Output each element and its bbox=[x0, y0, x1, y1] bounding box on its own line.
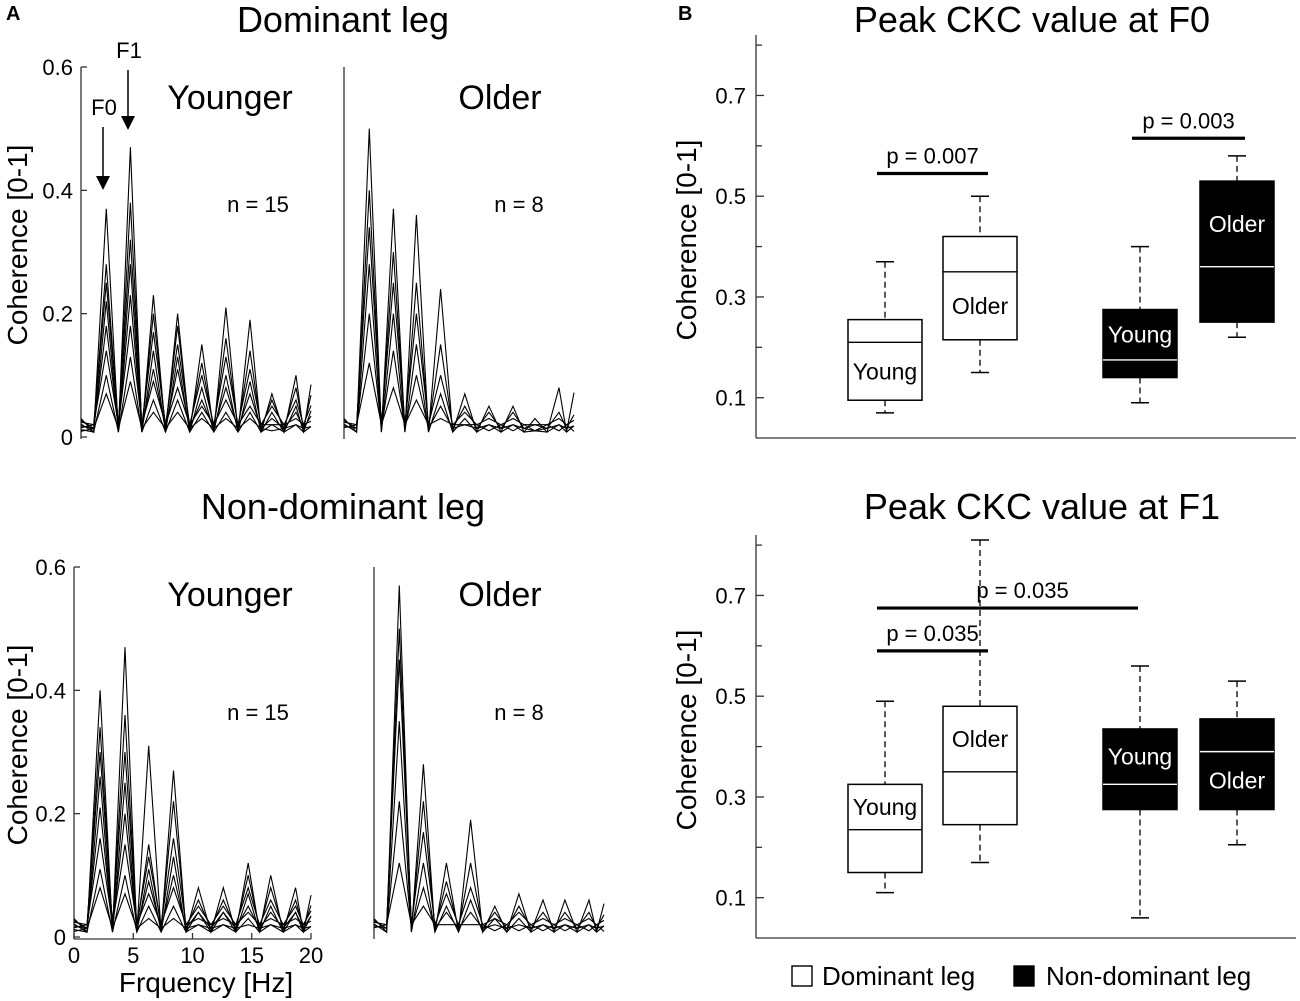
f0-y-tick-label: 0.5 bbox=[715, 184, 746, 209]
f0-y-tick-label: 0.7 bbox=[715, 83, 746, 108]
non-dominant-y-axis-label: Coherence [0-1] bbox=[2, 645, 33, 846]
dominant-younger-coherence-trace bbox=[80, 239, 312, 427]
non-dominant-younger-x-tick-label: 20 bbox=[299, 943, 323, 968]
non-dominant-younger-label: Younger bbox=[167, 576, 292, 614]
dominant-older-coherence-trace bbox=[343, 264, 575, 434]
f1-dominant-leg-young-label: Young bbox=[853, 794, 917, 820]
non-dominant-older-coherence-trace bbox=[373, 585, 605, 935]
f0-arrow-head bbox=[96, 176, 110, 190]
f0-non-dominant-leg-older-label: Older bbox=[1209, 211, 1266, 237]
non-dominant-older-label: Older bbox=[458, 576, 541, 614]
f1-p-value: p = 0.035 bbox=[976, 578, 1068, 603]
non-dominant-younger-coherence-trace bbox=[73, 885, 312, 933]
non-dominant-younger-coherence-trace bbox=[73, 751, 312, 927]
non-dominant-younger-x-tick-label: 15 bbox=[240, 943, 264, 968]
f0-p-value: p = 0.003 bbox=[1142, 108, 1234, 133]
dominant-younger-y-tick-label: 0.2 bbox=[42, 302, 73, 327]
dominant-older-label: Older bbox=[458, 79, 541, 117]
dominant-younger-y-tick-label: 0.6 bbox=[42, 55, 73, 80]
f0-y-axis-label: Coherence [0-1] bbox=[671, 140, 702, 341]
non-dominant-leg-title: Non-dominant leg bbox=[201, 486, 485, 527]
non-dominant-younger-y-tick-label: 0 bbox=[54, 925, 66, 950]
non-dominant-younger-x-tick-label: 0 bbox=[68, 943, 80, 968]
f0-dominant-leg-older-box bbox=[942, 235, 1018, 341]
f1-p-value: p = 0.035 bbox=[886, 621, 978, 646]
f1-non-dominant-leg-older-box bbox=[1199, 718, 1275, 811]
legend-non-dominant-swatch bbox=[1013, 965, 1035, 987]
non-dominant-younger-coherence-trace bbox=[73, 838, 312, 929]
f0-p-value: p = 0.007 bbox=[886, 144, 978, 169]
f1-y-tick-label: 0.5 bbox=[715, 684, 746, 709]
non-dominant-younger-n: n = 15 bbox=[227, 700, 289, 725]
frequency-axis-label: Frquency [Hz] bbox=[119, 967, 293, 998]
dominant-older-coherence-trace bbox=[343, 362, 575, 432]
f1-y-axis-label: Coherence [0-1] bbox=[671, 630, 702, 831]
f0-dominant-leg-young-label: Young bbox=[853, 358, 917, 384]
f1-label: F1 bbox=[116, 38, 142, 63]
dominant-younger-n: n = 15 bbox=[227, 192, 289, 217]
dominant-y-axis-label: Coherence [0-1] bbox=[2, 145, 33, 346]
f1-dominant-leg-older-box bbox=[942, 705, 1018, 826]
non-dominant-younger-x-tick-label: 5 bbox=[127, 943, 139, 968]
f0-box-title: Peak CKC value at F0 bbox=[854, 0, 1210, 40]
f1-non-dominant-leg-young-box bbox=[1102, 728, 1178, 811]
f0-y-tick-label: 0.1 bbox=[715, 386, 746, 411]
f1-dominant-leg-young-box bbox=[847, 783, 923, 874]
f0-non-dominant-leg-young-label: Young bbox=[1108, 322, 1172, 348]
f0-non-dominant-leg-young-box bbox=[1102, 308, 1178, 379]
dominant-younger-y-tick-label: 0.4 bbox=[42, 178, 73, 203]
f1-non-dominant-leg-young-label: Young bbox=[1108, 744, 1172, 770]
non-dominant-younger-coherence-trace bbox=[73, 714, 312, 931]
f0-dominant-leg-older-label: Older bbox=[952, 293, 1009, 319]
f0-label: F0 bbox=[91, 95, 117, 120]
dominant-younger-coherence-trace bbox=[80, 325, 312, 429]
dominant-older-n: n = 8 bbox=[494, 192, 544, 217]
non-dominant-younger-y-tick-label: 0.2 bbox=[35, 802, 66, 827]
non-dominant-older-n: n = 8 bbox=[494, 700, 544, 725]
f1-non-dominant-leg-older-label: Older bbox=[1209, 768, 1266, 794]
f1-box-title: Peak CKC value at F1 bbox=[864, 486, 1220, 527]
dominant-younger-y-tick-label: 0 bbox=[61, 425, 73, 450]
f1-y-tick-label: 0.1 bbox=[715, 886, 746, 911]
f0-y-tick-label: 0.3 bbox=[715, 285, 746, 310]
f1-y-tick-label: 0.7 bbox=[715, 583, 746, 608]
f1-dominant-leg-older-label: Older bbox=[952, 726, 1009, 752]
legend-non-dominant-label: Non-dominant leg bbox=[1046, 961, 1251, 991]
non-dominant-older-coherence-trace bbox=[373, 862, 605, 932]
dominant-younger-label: Younger bbox=[167, 79, 292, 117]
non-dominant-younger-y-tick-label: 0.6 bbox=[35, 555, 66, 580]
f0-non-dominant-leg-older-box bbox=[1199, 180, 1275, 323]
legend-dominant-swatch bbox=[791, 965, 813, 987]
f0-dominant-leg-young-box bbox=[847, 318, 923, 401]
f1-arrow-head bbox=[121, 116, 135, 130]
dominant-younger-coherence-trace bbox=[80, 381, 312, 432]
dominant-older-coherence-trace bbox=[343, 227, 575, 426]
panel-a-label: A bbox=[6, 3, 20, 25]
non-dominant-younger-x-tick-label: 10 bbox=[180, 943, 204, 968]
dominant-leg-title: Dominant leg bbox=[237, 0, 449, 40]
f1-y-tick-label: 0.3 bbox=[715, 785, 746, 810]
panel-b-label: B bbox=[678, 3, 692, 25]
legend-dominant-label: Dominant leg bbox=[822, 961, 975, 991]
non-dominant-older-coherence-trace bbox=[373, 721, 605, 934]
non-dominant-younger-y-tick-label: 0.4 bbox=[35, 678, 66, 703]
